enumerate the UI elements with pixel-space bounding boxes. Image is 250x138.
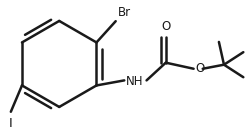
Text: I: I bbox=[9, 117, 13, 130]
Text: Br: Br bbox=[118, 6, 131, 19]
Text: O: O bbox=[196, 62, 205, 75]
Text: O: O bbox=[161, 20, 170, 33]
Text: NH: NH bbox=[126, 75, 144, 88]
